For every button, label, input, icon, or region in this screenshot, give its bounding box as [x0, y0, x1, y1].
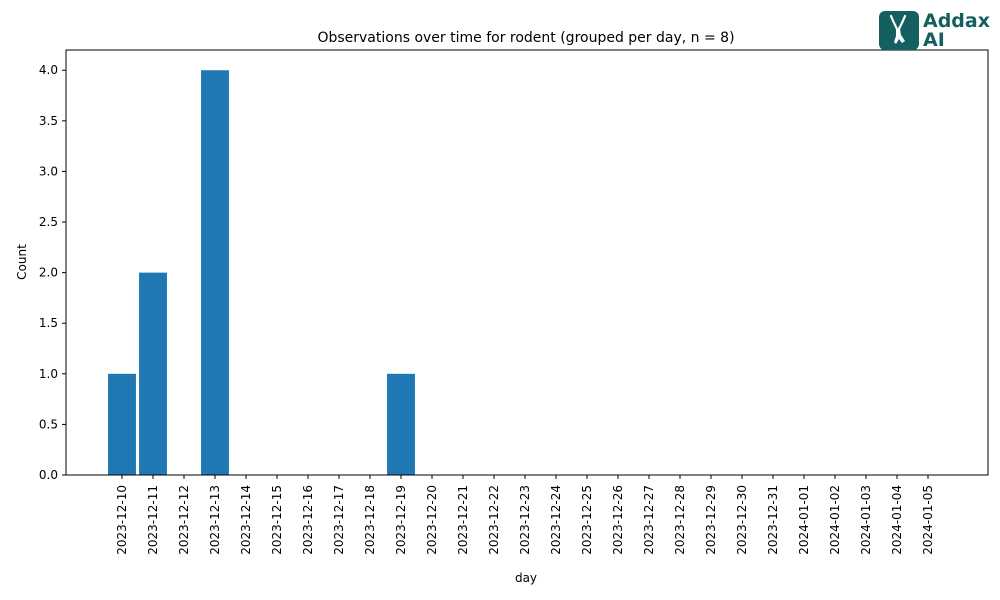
bar-2023-12-11 [139, 272, 167, 475]
x-tick-label: 2023-12-13 [208, 485, 222, 555]
x-tick-label: 2023-12-16 [301, 485, 315, 555]
x-tick-label: 2023-12-26 [611, 485, 625, 555]
y-tick-label: 2.5 [39, 215, 58, 229]
y-tick-label: 4.0 [39, 63, 58, 77]
y-tick-label: 3.5 [39, 114, 58, 128]
y-tick-label: 0.0 [39, 468, 58, 482]
x-tick-label: 2023-12-31 [766, 485, 780, 555]
x-tick-label: 2023-12-21 [456, 485, 470, 555]
x-axis-label: day [515, 571, 537, 585]
x-tick-label: 2024-01-03 [859, 485, 873, 555]
x-tick-label: 2023-12-25 [580, 485, 594, 555]
x-tick-label: 2023-12-22 [487, 485, 501, 555]
y-tick-label: 1.0 [39, 367, 58, 381]
x-tick-label: 2023-12-23 [518, 485, 532, 555]
x-tick-label: 2023-12-10 [115, 485, 129, 555]
logo-text-line2: AI [923, 29, 945, 51]
antelope-icon [889, 14, 907, 44]
x-tick-label: 2024-01-01 [797, 485, 811, 555]
axes-frame [65, 49, 989, 476]
x-tick-label: 2024-01-02 [828, 485, 842, 555]
x-tick-label: 2023-12-15 [270, 485, 284, 555]
x-tick-label: 2023-12-11 [146, 485, 160, 555]
y-tick-label: 2.0 [39, 266, 58, 280]
x-tick-label: 2023-12-29 [704, 485, 718, 555]
x-tick-label: 2023-12-30 [735, 485, 749, 555]
addax-ai-logo: Addax AI [878, 10, 993, 52]
x-tick-label: 2023-12-20 [425, 485, 439, 555]
bar-2023-12-19 [387, 373, 415, 475]
x-tick-label: 2023-12-24 [549, 485, 563, 555]
logo-text-line1: Addax [923, 10, 990, 32]
x-tick-label: 2023-12-14 [239, 485, 253, 555]
x-tick-label: 2023-12-18 [363, 485, 377, 555]
chart-title: Observations over time for rodent (group… [317, 30, 734, 46]
bar-2023-12-10 [108, 373, 136, 475]
y-tick-label: 3.0 [39, 164, 58, 178]
x-tick-label: 2023-12-19 [394, 485, 408, 555]
x-tick-label: 2023-12-28 [673, 485, 687, 555]
x-tick-label: 2023-12-17 [332, 485, 346, 555]
y-tick-label: 0.5 [39, 417, 58, 431]
y-tick-label: 1.5 [39, 316, 58, 330]
x-tick-label: 2024-01-05 [921, 485, 935, 555]
bar-2023-12-13 [201, 70, 229, 476]
y-axis-label: Count [15, 244, 29, 280]
x-tick-label: 2023-12-27 [642, 485, 656, 555]
plot-area: 0.0 0.5 1.0 1.5 2.0 2.5 3.0 3.5 4.0 2023-12-10 202… [39, 63, 935, 555]
x-tick-label: 2023-12-12 [177, 485, 191, 555]
x-tick-label: 2024-01-04 [890, 485, 904, 555]
logo-badge [879, 11, 919, 50]
